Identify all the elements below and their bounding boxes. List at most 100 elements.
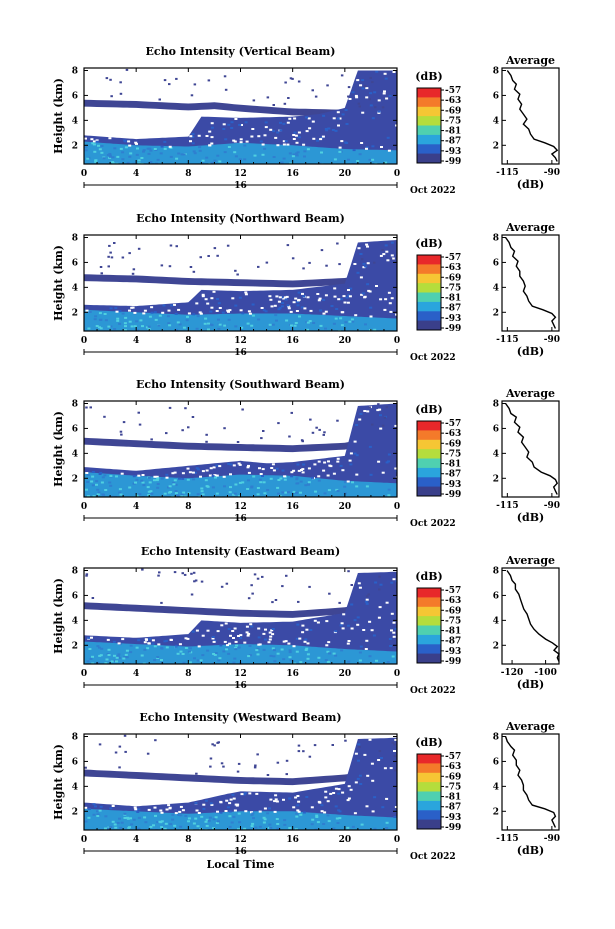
y-tick-label: 4 — [72, 449, 78, 459]
echo-cell — [99, 327, 103, 330]
echo-cell — [336, 419, 339, 422]
echo-cell — [262, 648, 266, 651]
echo-cell — [227, 462, 231, 465]
echo-cell — [198, 146, 202, 149]
echo-cell — [333, 287, 337, 290]
colorbar-segment — [417, 588, 441, 598]
colorbar-tick-label: -75 — [445, 782, 461, 792]
echo-cell — [117, 642, 121, 645]
echo-cell — [346, 642, 350, 645]
echo-cell — [95, 325, 99, 327]
echo-cell — [228, 491, 232, 494]
echo-cell — [166, 315, 170, 318]
echo-cell — [370, 629, 374, 632]
echo-cell — [239, 634, 243, 637]
echo-cell — [384, 298, 388, 301]
echo-cell — [197, 645, 201, 648]
echo-cell — [175, 245, 178, 248]
echo-cell — [281, 491, 285, 494]
echo-cell — [358, 586, 362, 589]
echo-cell — [153, 479, 156, 482]
echo-cell — [196, 659, 200, 662]
echo-cell — [197, 468, 200, 471]
x-tick-label: 8 — [185, 169, 191, 179]
echo-cell — [109, 251, 112, 254]
echo-cell — [336, 489, 340, 492]
y-tick-label: 8 — [72, 566, 78, 576]
echo-cell — [137, 247, 141, 250]
echo-cell — [169, 155, 173, 158]
echo-cell — [292, 806, 296, 809]
colorbar-tick-label: -99 — [445, 157, 461, 167]
echo-cell — [181, 472, 185, 475]
colorbar-segment — [417, 311, 441, 322]
echo-cell — [158, 820, 162, 823]
echo-cell — [334, 654, 338, 657]
echo-cell — [101, 493, 105, 496]
echo-cell — [210, 126, 214, 129]
echo-cell — [294, 322, 298, 324]
colorbar-tick-label: -69 — [445, 606, 461, 616]
x-tick-label: 12 — [234, 502, 247, 512]
echo-cell — [338, 117, 342, 120]
echo-cell — [369, 76, 372, 79]
echo-cell — [151, 642, 155, 645]
echo-cell — [200, 580, 204, 583]
echo-cell — [317, 460, 321, 463]
echo-cell — [138, 423, 142, 426]
avg-x-tick-label: -115 — [496, 834, 519, 844]
echo-cell — [118, 491, 122, 494]
colorbar-segment — [417, 800, 441, 811]
colorbar-tick-label: -93 — [445, 147, 461, 157]
echo-cell — [135, 320, 139, 323]
echo-cell — [96, 661, 100, 664]
echo-cell — [366, 774, 370, 777]
echo-cell — [262, 481, 266, 484]
echo-cell — [297, 469, 301, 472]
echo-cell — [394, 806, 397, 808]
echo-cell — [248, 645, 252, 647]
echo-cell — [128, 320, 132, 323]
echo-cell — [346, 799, 350, 802]
echo-cell — [192, 822, 196, 825]
echo-cell — [347, 289, 350, 291]
date-month: Oct 2022 — [410, 186, 456, 196]
echo-cell — [362, 629, 366, 631]
echo-cell — [216, 810, 219, 813]
echo-cell — [191, 416, 195, 418]
echo-cell — [147, 152, 151, 155]
x-tick-label: 12 — [234, 669, 247, 679]
echo-cell — [243, 827, 247, 830]
echo-cell — [119, 147, 123, 150]
echo-cell — [371, 423, 374, 426]
echo-cell — [311, 431, 315, 434]
echo-cell — [386, 661, 390, 663]
echo-cell — [351, 481, 354, 484]
echo-cell — [347, 797, 351, 800]
echo-cell — [276, 823, 280, 825]
echo-cell — [381, 806, 385, 809]
echo-cell — [118, 310, 122, 313]
echo-cell — [347, 294, 351, 297]
echo-cell — [275, 467, 279, 470]
echo-cell — [174, 812, 178, 815]
echo-cell — [153, 311, 157, 314]
echo-cell — [272, 469, 276, 472]
echo-cell — [106, 827, 110, 830]
echo-cell — [168, 806, 172, 809]
avg-x-tick-label: -90 — [544, 168, 560, 178]
echo-cell — [386, 259, 390, 262]
echo-cell — [163, 147, 167, 150]
y-tick-label: 2 — [72, 474, 78, 484]
colorbar-segment — [417, 653, 441, 664]
echo-cell — [390, 254, 394, 257]
echo-cell — [194, 802, 198, 805]
echo-cell — [297, 600, 300, 603]
echo-cell — [90, 480, 94, 483]
echo-cell — [356, 616, 360, 619]
echo-cell — [268, 807, 271, 810]
echo-cell — [302, 267, 305, 270]
echo-cell — [325, 129, 329, 132]
echo-cell — [360, 823, 364, 826]
echo-cell — [302, 750, 305, 753]
